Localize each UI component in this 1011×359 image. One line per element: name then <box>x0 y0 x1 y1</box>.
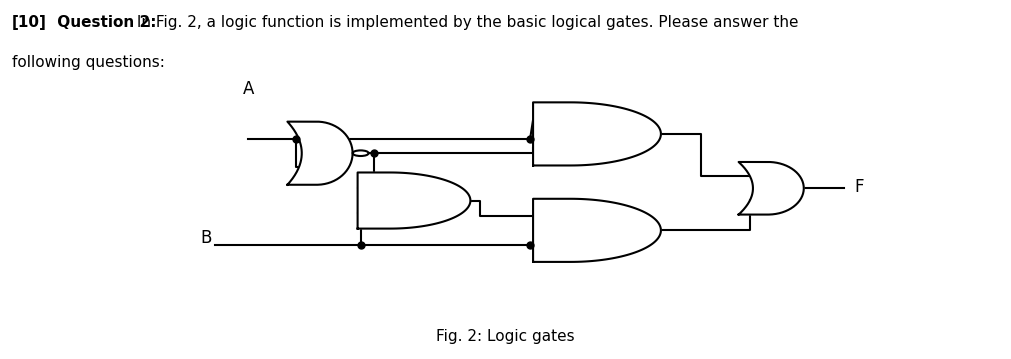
Polygon shape <box>287 122 353 185</box>
Circle shape <box>353 150 369 156</box>
Text: In Fig. 2, a logic function is implemented by the basic logical gates. Please an: In Fig. 2, a logic function is implement… <box>131 15 798 30</box>
Polygon shape <box>533 199 661 262</box>
Text: following questions:: following questions: <box>12 55 165 70</box>
Text: A: A <box>243 80 254 98</box>
Text: B: B <box>201 229 212 247</box>
Polygon shape <box>358 172 470 229</box>
Text: Fig. 2: Logic gates: Fig. 2: Logic gates <box>436 329 575 344</box>
Text: Question 2:: Question 2: <box>53 15 157 30</box>
Polygon shape <box>739 162 804 215</box>
Text: [10]: [10] <box>12 15 48 30</box>
Polygon shape <box>533 102 661 165</box>
Text: F: F <box>854 178 864 196</box>
